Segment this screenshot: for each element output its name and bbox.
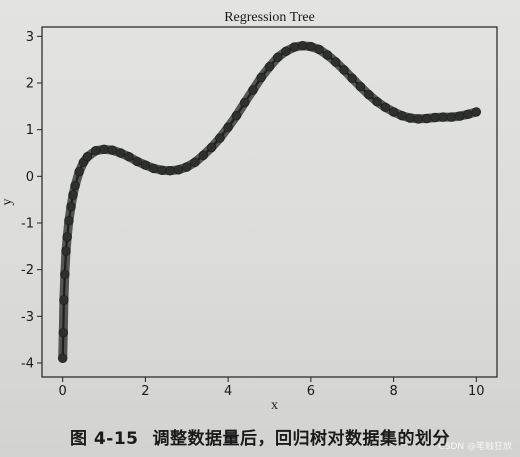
data-point	[165, 166, 175, 176]
data-point	[264, 61, 275, 72]
x-tick-label: 4	[224, 384, 232, 399]
data-point	[413, 114, 424, 124]
data-point	[364, 89, 374, 100]
x-tick-label: 0	[59, 384, 67, 399]
x-tick-label: 6	[307, 384, 315, 399]
data-point	[331, 57, 341, 67]
y-tick-label: -3	[21, 310, 34, 325]
data-point	[306, 41, 316, 52]
data-point	[273, 52, 283, 62]
data-point	[140, 160, 151, 170]
y-tick-label: -4	[21, 357, 34, 372]
data-point	[372, 96, 382, 107]
data-point	[99, 144, 109, 155]
data-point	[70, 181, 80, 191]
data-point	[256, 72, 266, 83]
data-point	[190, 157, 200, 168]
y-tick-label: -2	[21, 263, 34, 278]
data-point	[157, 165, 167, 176]
data-point	[397, 110, 407, 121]
data-point	[430, 112, 440, 123]
data-point	[438, 112, 448, 122]
data-point	[297, 40, 308, 51]
data-point	[68, 190, 78, 200]
data-point	[422, 113, 432, 124]
data-point	[59, 295, 69, 305]
data-band	[58, 41, 481, 363]
y-tick-label: 0	[26, 170, 34, 185]
y-tick-label: 1	[26, 123, 34, 138]
y-tick-label: -1	[21, 217, 34, 232]
data-point	[355, 81, 366, 92]
data-point	[339, 65, 349, 75]
data-point	[463, 109, 473, 120]
data-point	[471, 107, 481, 117]
data-point	[173, 165, 184, 175]
regression-tree-chart: 0 2 4 6 8 10 -4 -3 -2 -1 0 1 2 3 Regression Tree x y	[0, 10, 498, 413]
data-point	[347, 73, 357, 84]
x-tick-label: 2	[141, 384, 149, 399]
data-point	[61, 246, 71, 256]
data-point	[74, 167, 84, 177]
data-point	[388, 107, 399, 117]
figure-caption-text: 调整数据量后，回归树对数据集的划分	[152, 429, 450, 449]
data-point	[380, 102, 390, 113]
y-tick-label: 3	[26, 30, 34, 45]
data-point	[64, 216, 74, 226]
data-point	[82, 152, 93, 162]
x-tick-label: 10	[468, 384, 485, 399]
data-point	[281, 46, 291, 56]
data-point	[223, 122, 233, 133]
data-point	[60, 269, 70, 279]
data-point	[149, 163, 159, 174]
data-point	[115, 148, 126, 158]
chart-title: Regression Tree	[224, 10, 315, 25]
regression-line	[61, 44, 477, 359]
data-point	[107, 145, 118, 155]
figure-number: 图 4-15	[70, 429, 139, 449]
y-tick-label: 2	[26, 77, 34, 92]
data-point	[455, 111, 465, 121]
data-point	[58, 328, 68, 338]
data-point	[198, 150, 209, 161]
figure-caption: 图 4-15 调整数据量后，回归树对数据集的划分	[0, 424, 520, 449]
x-axis-label: x	[271, 398, 278, 413]
data-point	[240, 97, 250, 108]
data-point	[231, 110, 242, 121]
data-point	[124, 152, 134, 162]
data-point	[182, 162, 192, 172]
data-point	[57, 353, 68, 363]
plot-frame	[41, 26, 498, 378]
data-point	[248, 85, 258, 95]
data-point	[289, 42, 299, 52]
data-point	[132, 156, 142, 167]
y-axis-label: y	[0, 199, 15, 206]
data-point	[215, 133, 225, 143]
x-tick-label: 8	[389, 384, 397, 399]
data-point	[405, 113, 415, 123]
data-point	[91, 146, 101, 156]
data-point	[322, 50, 333, 60]
data-point	[314, 44, 324, 55]
watermark: CSDN @笔触狂放	[438, 442, 512, 452]
data-point	[66, 202, 76, 212]
data-point	[206, 142, 217, 153]
data-point	[446, 112, 457, 122]
data-point	[62, 232, 72, 242]
